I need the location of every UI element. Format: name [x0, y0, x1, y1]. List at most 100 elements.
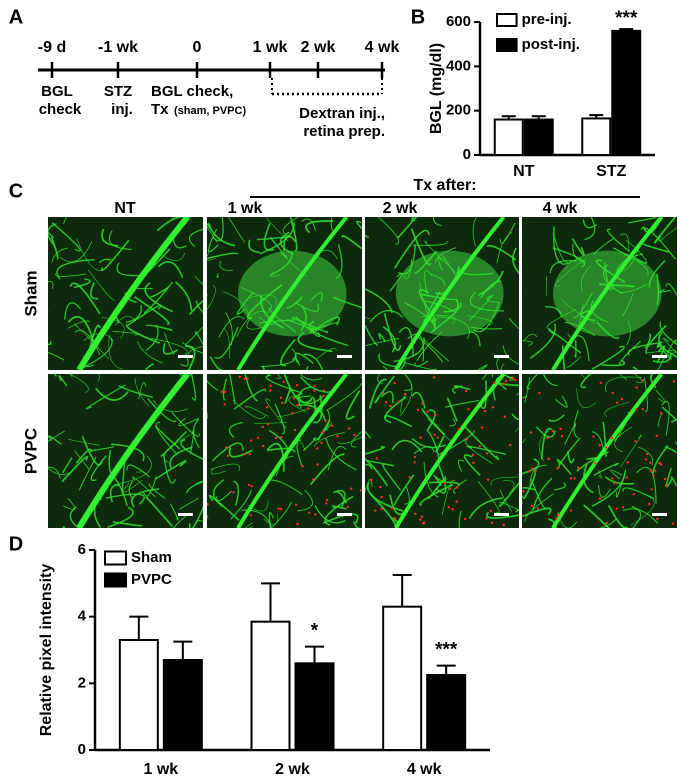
red-cell	[467, 407, 470, 411]
red-cell	[403, 392, 407, 396]
vessel	[431, 316, 436, 328]
vessel	[614, 426, 633, 453]
timeline-tick-label: 4 wk	[365, 39, 400, 56]
vessel	[529, 464, 547, 489]
micrograph	[48, 374, 203, 528]
vessel	[659, 227, 677, 242]
legend-label: pre-inj.	[522, 11, 572, 28]
main-vessel	[76, 217, 190, 370]
vessel	[173, 514, 187, 528]
vessel	[462, 423, 500, 461]
vessel	[612, 247, 648, 264]
vessel	[365, 457, 389, 487]
red-cell	[485, 517, 488, 520]
red-cell	[634, 408, 638, 411]
red-cell	[265, 406, 269, 409]
red-cell	[374, 509, 377, 512]
red-cell	[384, 401, 388, 404]
vessel	[604, 401, 630, 417]
red-cell	[455, 500, 458, 503]
vessel	[580, 374, 592, 389]
vessel	[435, 247, 457, 264]
vessel	[266, 374, 270, 377]
bar	[611, 29, 642, 156]
red-cell	[419, 436, 422, 439]
vessel	[312, 395, 323, 424]
vessel	[356, 220, 362, 230]
red-cell	[418, 518, 422, 521]
red-cell	[279, 507, 283, 511]
vessel	[74, 450, 90, 470]
vessel	[90, 455, 107, 482]
red-cell	[243, 377, 246, 381]
red-cell	[262, 444, 265, 448]
red-cell	[325, 499, 329, 502]
vessel	[606, 228, 630, 252]
red-cell	[457, 427, 461, 431]
vessel	[58, 375, 68, 387]
vessel	[378, 333, 387, 343]
vessel	[150, 286, 170, 298]
vessel	[418, 288, 430, 311]
red-cell	[502, 382, 505, 385]
vessel	[603, 264, 623, 295]
vessel	[657, 343, 672, 360]
red-cell	[493, 381, 496, 385]
red-cell	[281, 401, 284, 405]
vessel	[670, 476, 677, 487]
vessel	[261, 365, 266, 370]
main-vessel	[76, 374, 190, 528]
vessel	[365, 234, 369, 238]
vessel	[222, 378, 228, 401]
red-cell	[296, 403, 299, 407]
red-cell	[611, 391, 614, 395]
vessel	[620, 233, 630, 253]
vessel	[558, 437, 581, 469]
vessel	[441, 479, 456, 515]
vessel	[195, 300, 203, 314]
red-cell	[641, 407, 644, 411]
red-cell	[306, 407, 310, 410]
red-cell	[397, 400, 401, 403]
red-cell	[620, 397, 624, 401]
vessel	[127, 304, 162, 326]
vessel	[296, 439, 303, 466]
vessel	[671, 418, 677, 423]
red-cell	[615, 401, 619, 404]
timeline-event: inj.	[111, 101, 133, 118]
vessel	[111, 443, 145, 462]
main-vessel	[394, 217, 506, 370]
vessel	[50, 237, 59, 260]
micrograph-content	[365, 217, 519, 370]
vessel	[490, 476, 519, 486]
red-cell	[350, 487, 353, 490]
vessel	[561, 299, 596, 325]
red-cell	[471, 453, 475, 457]
vessel	[157, 261, 184, 279]
vessel	[180, 438, 203, 461]
timeline-event: retina prep.	[303, 123, 385, 140]
vessel	[144, 281, 174, 313]
scale-bar	[652, 355, 667, 358]
vessel	[48, 352, 65, 361]
vessel	[209, 356, 223, 370]
vessel	[171, 411, 200, 437]
vessel	[214, 326, 239, 359]
vessel	[529, 323, 557, 359]
vessel	[473, 301, 500, 333]
vessel	[469, 291, 505, 312]
vessel	[48, 430, 65, 443]
vessel	[509, 376, 514, 381]
vessel	[552, 247, 586, 268]
vessel	[384, 396, 407, 424]
vessel	[326, 376, 362, 411]
vessel	[663, 337, 677, 354]
bar	[493, 118, 524, 156]
red-cell	[316, 463, 319, 466]
vessel	[76, 238, 104, 271]
y-axis-label: Relative pixel intensity	[38, 564, 55, 737]
red-cell	[382, 391, 385, 395]
red-cell	[295, 383, 299, 387]
timeline-event: Tx	[151, 101, 169, 118]
vessel	[447, 397, 458, 422]
